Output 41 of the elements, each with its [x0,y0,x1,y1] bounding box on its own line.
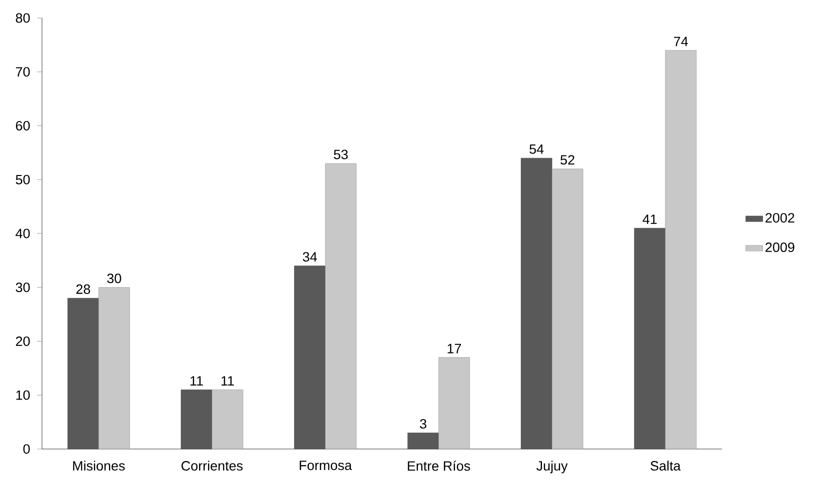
legend-label: 2009 [766,242,794,252]
bar [665,50,696,450]
bar [408,432,439,450]
data-label: 41 [642,214,657,224]
bar [68,298,99,450]
y-tick-label: 70 [16,67,30,77]
x-tick-label: Entre Ríos [408,460,470,471]
y-tick-label: 0 [23,444,30,454]
bar [438,357,470,450]
bar [98,287,130,450]
legend-label: 2002 [766,213,794,223]
x-tick-label: Formosa [300,460,352,470]
data-label: 74 [674,36,688,46]
y-tick-label: 60 [16,120,30,131]
bar [634,228,666,450]
data-label: 30 [107,274,122,284]
y-tick-label: 10 [16,390,30,400]
data-label: 3 [420,419,426,429]
data-label: 34 [302,252,317,262]
bar [180,390,212,450]
data-label: 54 [530,144,544,154]
x-tick-label: Jujuy [536,460,568,474]
y-tick-label: 50 [16,174,30,184]
y-tick-label: 80 [16,13,30,23]
x-tick-label: Salta [650,460,681,471]
x-tick-label: Corrientes [182,460,243,471]
x-tick-label: Misiones [73,460,125,471]
bar [294,266,326,450]
data-label: 52 [560,155,574,165]
y-tick-label: 20 [16,336,30,346]
bar [212,390,244,450]
y-tick-label: 40 [16,228,30,238]
bar [520,158,552,450]
bar [552,168,584,450]
data-label: 53 [334,150,348,160]
data-label: 11 [222,376,234,386]
data-label: 28 [76,284,90,294]
data-label: 11 [190,376,203,386]
data-label: 17 [448,344,461,354]
y-tick-label: 30 [16,282,30,292]
bar [325,163,356,450]
